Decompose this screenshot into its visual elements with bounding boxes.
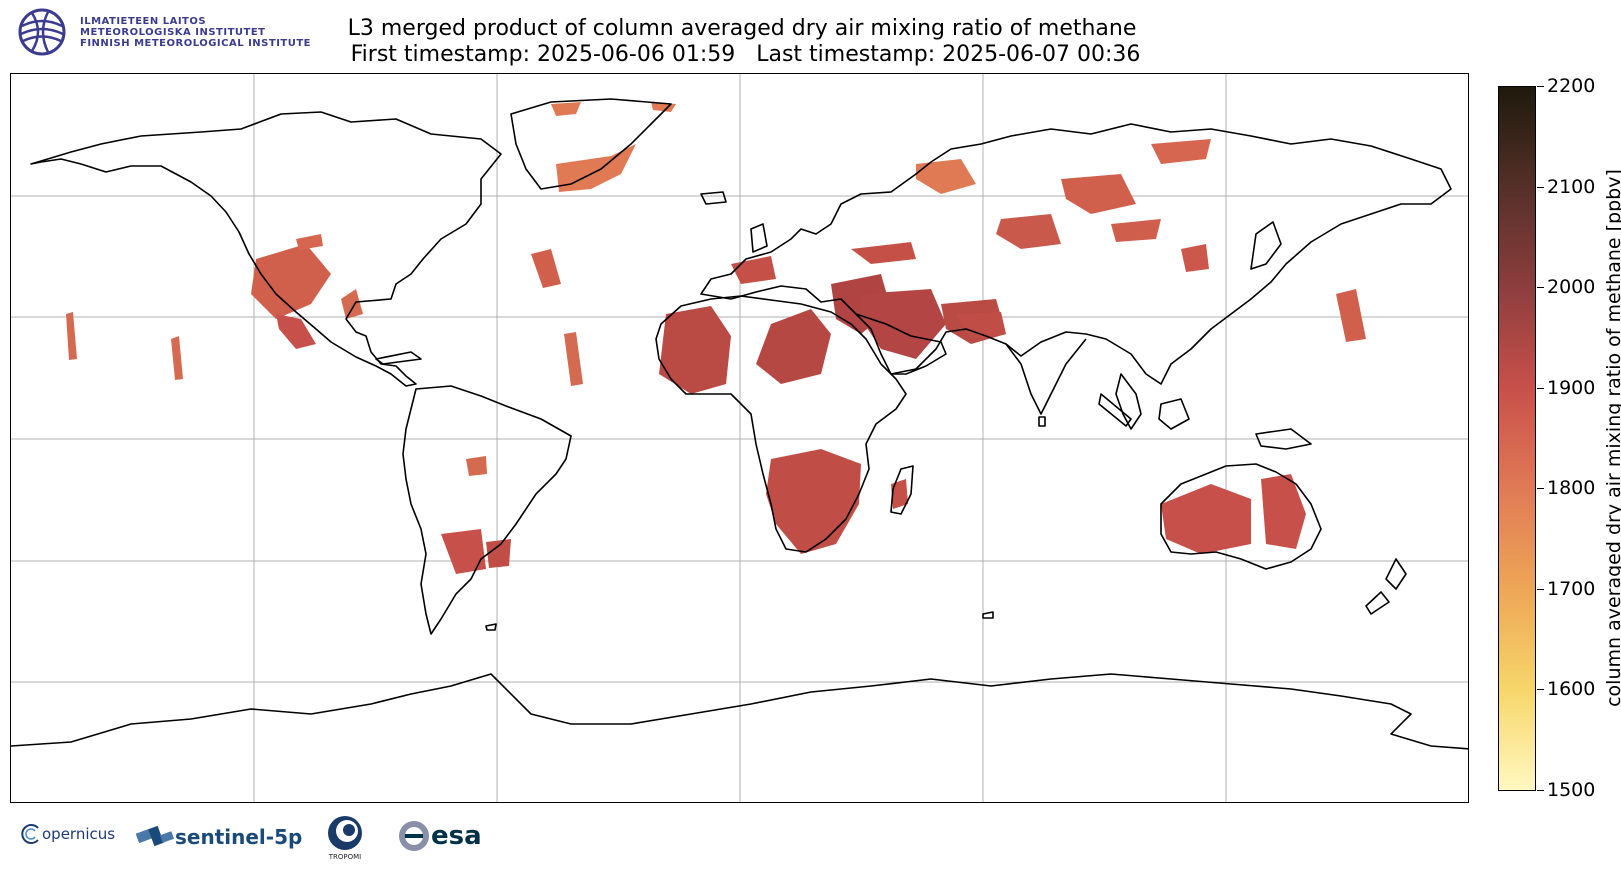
data-pacific-strip: [1336, 289, 1366, 342]
colorbar-label: column averaged dry air mixing ratio of …: [1603, 169, 1621, 707]
data-orbit-strip: [564, 332, 583, 386]
copernicus-logo: opernicus: [20, 823, 115, 845]
satellite-icon: [135, 825, 175, 847]
colorbar-tick-label: 1500: [1547, 779, 1596, 801]
coast-sri-lanka: [1038, 416, 1046, 427]
data-mexico: [276, 314, 316, 349]
sentinel-text: sentinel-5p: [175, 825, 303, 849]
institute-line-en: FINNISH METEOROLOGICAL INSTITUTE: [80, 38, 312, 49]
institute-name: ILMATIETEEN LAITOS METEOROLOGISKA INSTIT…: [80, 16, 311, 49]
colorbar-tick-label: 1600: [1547, 678, 1596, 701]
data-west-sahara: [659, 306, 731, 394]
data-east-siberia: [1151, 139, 1211, 164]
esa-icon: [399, 821, 429, 851]
data-canada: [296, 234, 323, 250]
data-turkey: [851, 242, 916, 264]
coast-japan: [1250, 221, 1282, 270]
coast-australia: [1160, 463, 1322, 570]
data-kazakhstan: [1111, 219, 1161, 242]
data-siberia: [1061, 174, 1136, 214]
data-orbit-strip: [171, 336, 183, 380]
data-west-australia: [1161, 484, 1251, 554]
colorbar: [1498, 86, 1536, 791]
data-east-australia: [1261, 474, 1306, 549]
coast-africa: [655, 295, 907, 553]
data-east-asia: [1181, 244, 1209, 272]
institute-line-sv: METEOROLOGISKA INSTITUTET: [80, 27, 266, 38]
coast-cuba: [375, 351, 422, 365]
coast-india: [1005, 338, 1087, 415]
coast-new-zealand: [1385, 558, 1407, 590]
tropomi-text: TROPOMI: [328, 853, 362, 861]
data-bolivia: [466, 456, 487, 476]
copernicus-icon: [21, 824, 39, 844]
gridlines: [11, 74, 1468, 802]
data-uruguay: [486, 539, 511, 568]
coast-antarctica: [11, 673, 1468, 750]
footer-logos: opernicus sentinel-5p TROPOMI esa: [20, 815, 540, 865]
fmi-logo: [18, 8, 298, 56]
tropomi-icon: [328, 816, 362, 850]
esa-logo: esa: [397, 819, 482, 853]
data-central-sahara: [756, 309, 831, 384]
coast-borneo: [1158, 398, 1190, 430]
map-canvas: [11, 74, 1468, 802]
map-title: L3 merged product of column averaged dry…: [0, 16, 1484, 68]
coast-iceland: [700, 191, 727, 205]
data-arabia: [861, 289, 946, 359]
colorbar-tick-label: 1700: [1547, 577, 1596, 600]
data-great-plains: [341, 289, 363, 319]
sentinel-logo: sentinel-5p: [135, 819, 302, 855]
colorbar-tick-label: 2100: [1547, 175, 1596, 198]
data-madagascar: [891, 479, 908, 509]
data-northern-europe: [916, 159, 976, 194]
institute-line-fi: ILMATIETEEN LAITOS: [80, 16, 207, 27]
colorbar-tick-label: 1800: [1547, 477, 1596, 500]
coast-se-asia: [1115, 373, 1142, 430]
data-argentina: [441, 529, 486, 574]
colorbar-tick-label: 2000: [1547, 276, 1596, 299]
colorbar-tick-label: 2200: [1547, 75, 1596, 97]
data-central-asia: [996, 214, 1061, 249]
world-map: [10, 73, 1469, 803]
data-orbit-strip: [531, 249, 561, 288]
title-line-1: L3 merged product of column averaged dry…: [347, 16, 1137, 41]
coast-png: [1255, 428, 1312, 450]
coast-south-america: [402, 385, 572, 635]
coast-sumatra: [1098, 393, 1132, 427]
coast-greenland: [510, 98, 672, 190]
colorbar-tick-label: 1900: [1547, 376, 1596, 399]
coast-eurasia: [700, 123, 1452, 385]
coastlines: [11, 98, 1468, 750]
coast-uk: [750, 223, 768, 253]
coast-new-zealand-s: [1365, 591, 1390, 615]
coast-falklands: [485, 623, 497, 631]
colorbar-ticks: 2200 2100 2000 1900 1800 1700 1600 1500: [1537, 75, 1597, 801]
tropomi-logo: TROPOMI: [325, 815, 365, 861]
copernicus-text: opernicus: [42, 825, 116, 843]
coast-kerguelen: [982, 611, 994, 619]
coast-north-america: [30, 111, 502, 387]
title-line-2: First timestamp: 2025-06-06 01:59 Last t…: [343, 42, 1141, 67]
methane-data-layer: [66, 102, 1366, 574]
data-morocco: [731, 256, 776, 284]
data-western-usa: [251, 244, 331, 319]
data-orbit-strip: [66, 312, 77, 360]
data-india: [956, 312, 1006, 339]
data-greenland-north: [551, 102, 581, 116]
coast-madagascar: [890, 465, 914, 515]
esa-text: esa: [431, 821, 482, 851]
fmi-globe-icon: [18, 8, 66, 56]
coast-arabia: [855, 313, 947, 375]
